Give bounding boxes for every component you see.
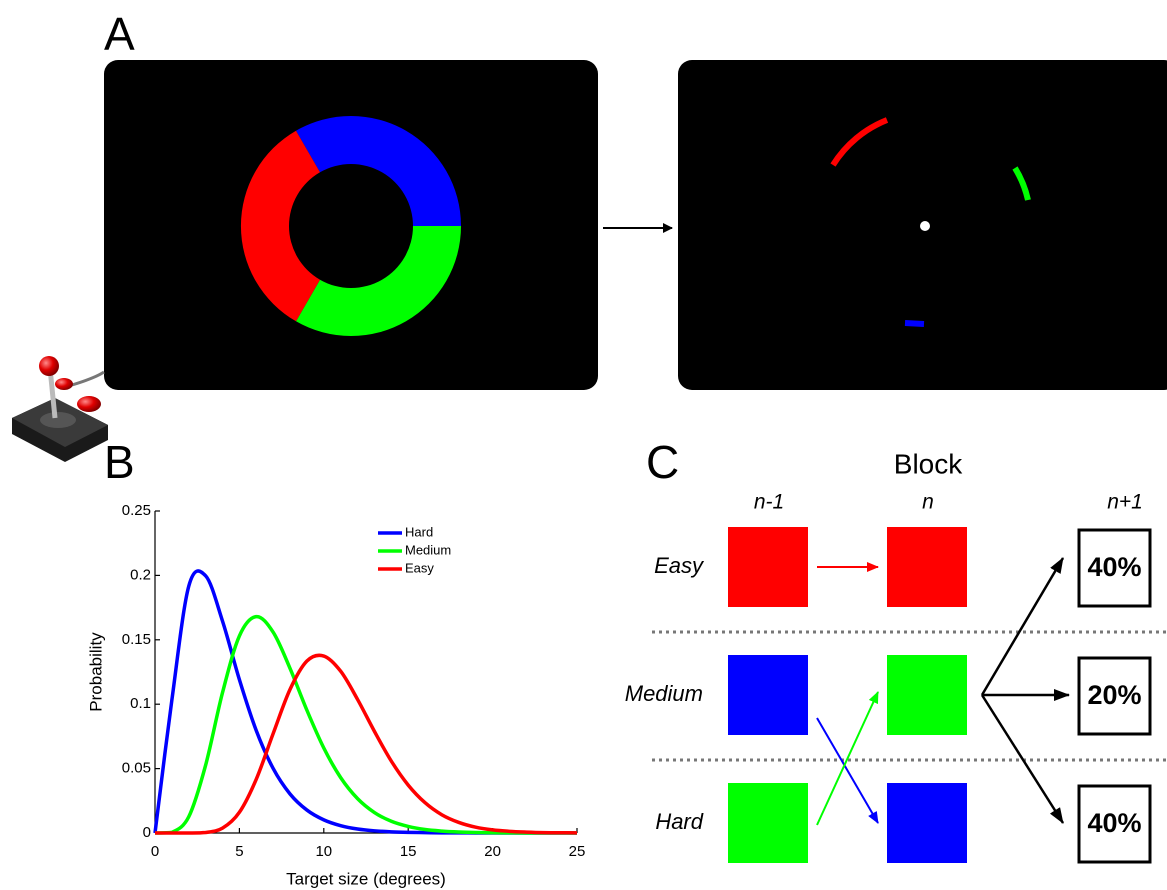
- x-tick-label: 20: [484, 843, 501, 860]
- panel-label: B: [104, 436, 135, 488]
- figure: A A1 A2 B 0 0.05 0.1 0.15 0.2 0.25 0 5 10 15 20 25 T…: [0, 0, 1167, 890]
- x-tick-label: 10: [315, 843, 332, 860]
- fixation: [920, 221, 930, 231]
- block-title: Block: [894, 448, 963, 479]
- curve: [155, 571, 577, 833]
- x-axis-label: Target size (degrees): [286, 869, 446, 888]
- transition-arrow: [982, 695, 1063, 823]
- probability: 40%: [1087, 552, 1141, 582]
- block-square: [887, 783, 967, 863]
- y-tick-label: 0.2: [130, 566, 151, 583]
- x-tick-label: 25: [569, 843, 586, 860]
- block-square: [728, 527, 808, 607]
- legend-label: Hard: [405, 524, 433, 539]
- page: {"panel_a": {"label": "A", "screens": ["…: [0, 0, 1167, 890]
- y-axis-label: Probability: [86, 632, 105, 712]
- panel-label: C: [646, 436, 679, 488]
- curve: [155, 617, 577, 833]
- joystick: [12, 356, 108, 462]
- row-label: Hard: [655, 809, 703, 834]
- screen: [104, 60, 598, 390]
- row-label: Medium: [625, 681, 703, 706]
- target-arc: [905, 323, 924, 324]
- block-square: [887, 527, 967, 607]
- y-tick-label: 0.05: [122, 760, 151, 777]
- y-tick-label: 0.15: [122, 631, 151, 648]
- column-header: n+1: [1107, 491, 1143, 514]
- probability: 20%: [1087, 680, 1141, 710]
- probability: 40%: [1087, 808, 1141, 838]
- row-label: Easy: [654, 553, 705, 578]
- block-square: [728, 783, 808, 863]
- y-tick-label: 0: [143, 824, 151, 841]
- transition-arrow: [982, 558, 1063, 695]
- screen-label: A2: [696, 78, 725, 103]
- y-tick-label: 0.1: [130, 695, 151, 712]
- screen-label: A1: [122, 78, 151, 103]
- x-tick-label: 0: [151, 843, 159, 860]
- legend-label: Easy: [405, 560, 434, 575]
- transition-arrow: [817, 692, 878, 825]
- block-square: [728, 655, 808, 735]
- x-tick-label: 15: [400, 843, 417, 860]
- column-header: n: [922, 491, 934, 514]
- legend-label: Medium: [405, 542, 451, 557]
- block-square: [887, 655, 967, 735]
- x-tick-label: 5: [235, 843, 243, 860]
- y-tick-label: 0.25: [122, 502, 151, 519]
- panel-label: A: [104, 8, 135, 60]
- chart: 0 0.05 0.1 0.15 0.2 0.25 0 5 10 15 20 25 Target size…: [86, 502, 585, 889]
- column-header: n-1: [754, 491, 784, 514]
